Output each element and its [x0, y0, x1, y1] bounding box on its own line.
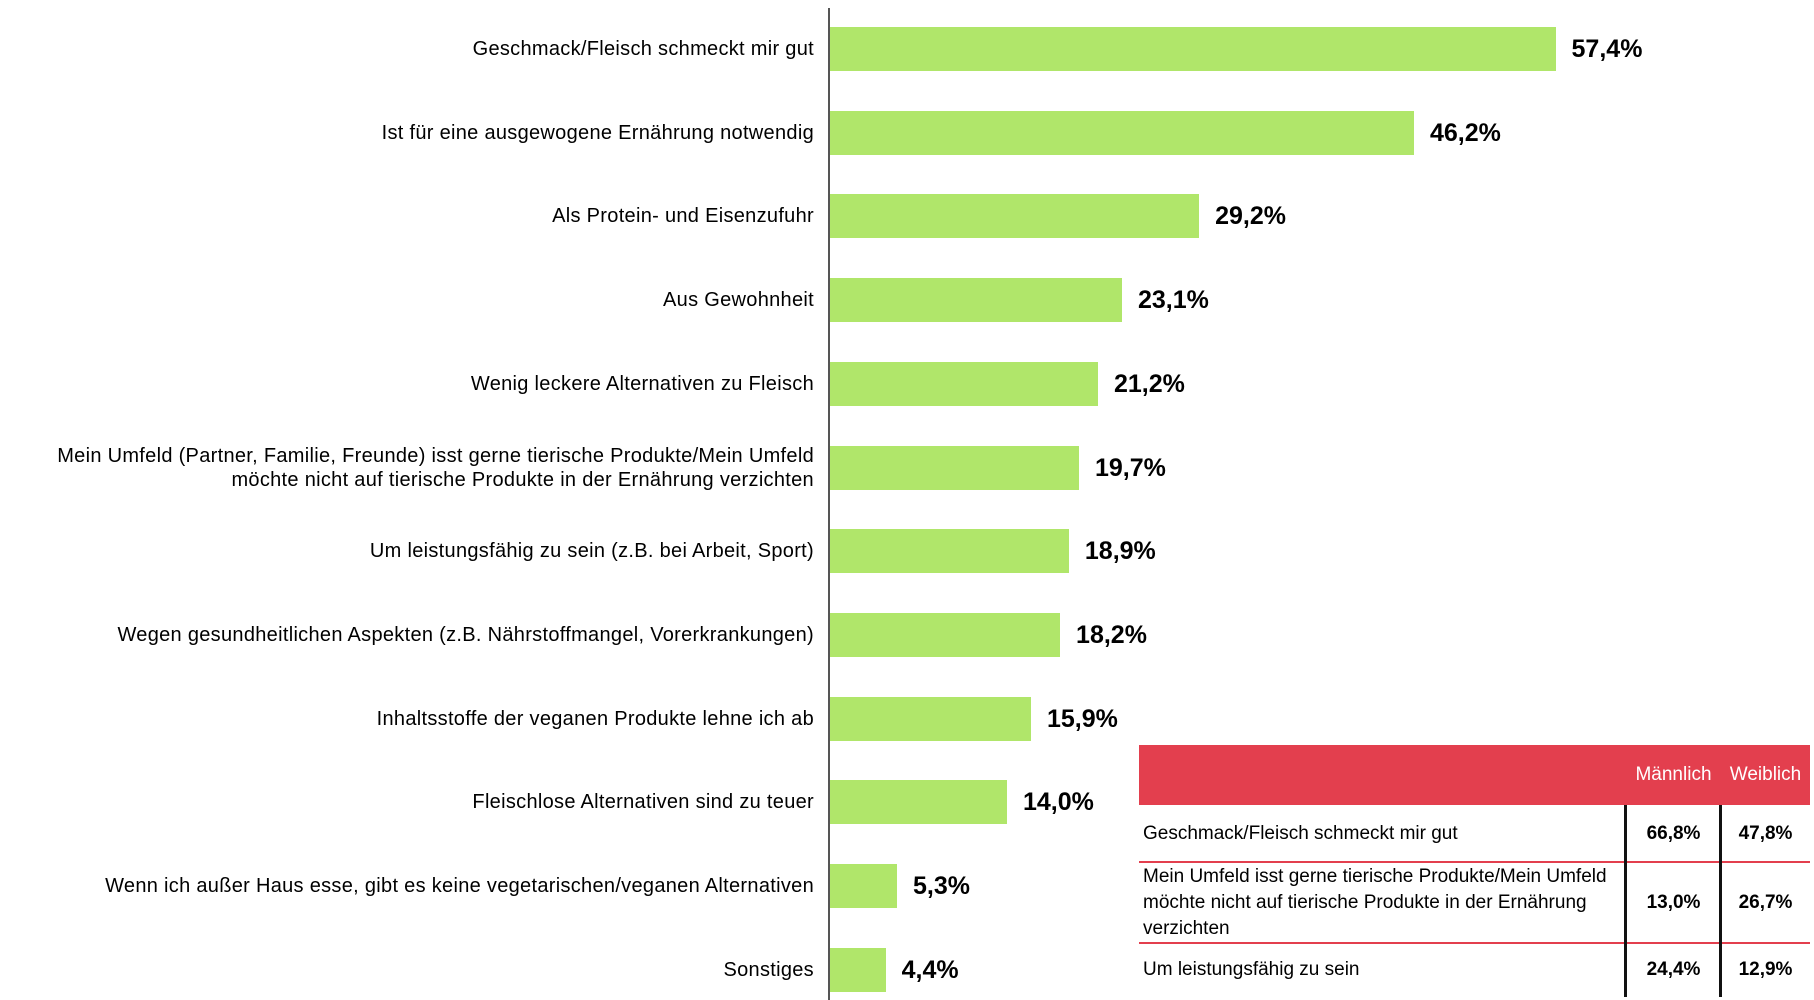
row-divider	[1139, 942, 1810, 944]
value-label: 19,7%	[1095, 453, 1166, 482]
row-label: Mein Umfeld isst gerne tierische Produkt…	[1143, 865, 1607, 939]
bar	[830, 110, 1414, 155]
cell-value: 24,4%	[1646, 959, 1701, 980]
cell-value: 12,9%	[1738, 959, 1793, 980]
category-label: Ist für eine ausgewogene Ernährung notwe…	[381, 121, 814, 144]
category-label: Wenn ich außer Haus esse, gibt es keine …	[105, 875, 814, 897]
value-label: 5,3%	[912, 872, 970, 900]
category-label: Wenig leckere Alternativen zu Fleisch	[470, 372, 814, 395]
category-label: Sonstiges	[723, 958, 814, 981]
column-header: Männlich	[1635, 764, 1712, 785]
bar	[830, 278, 1122, 323]
value-label: 15,9%	[1046, 704, 1118, 733]
bar	[830, 445, 1079, 490]
category-label: Geschmack/Fleisch schmeckt mir gut	[472, 38, 814, 60]
category-label: Mein Umfeld (Partner, Familie, Freunde) …	[57, 444, 814, 491]
axis-line	[828, 8, 830, 1000]
category-label: Aus Gewohnheit	[663, 289, 814, 312]
column-header: Weiblich	[1729, 764, 1802, 785]
column-divider	[1624, 805, 1627, 997]
value-label: 46,2%	[1429, 118, 1501, 147]
bar	[830, 780, 1007, 825]
value-label: 29,2%	[1215, 202, 1286, 231]
category-label: Um leistungsfähig zu sein (z.B. bei Arbe…	[369, 540, 814, 563]
value-label: 57,4%	[1571, 35, 1643, 63]
bar	[830, 27, 1556, 71]
table-header	[1139, 745, 1810, 805]
cell-value: 47,8%	[1738, 822, 1793, 844]
cell-value: 66,8%	[1646, 822, 1701, 844]
value-label: 4,4%	[901, 955, 959, 984]
category-label: Wegen gesundheitlichen Aspekten (z.B. Nä…	[117, 623, 814, 646]
bar	[830, 864, 897, 908]
value-label: 18,2%	[1076, 620, 1147, 649]
value-label: 21,2%	[1113, 369, 1185, 398]
column-divider	[1719, 805, 1722, 997]
category-label: Als Protein- und Eisenzufuhr	[552, 205, 814, 228]
category-label: Inhaltsstoffe der veganen Produkte lehne…	[376, 707, 814, 730]
bar	[830, 947, 886, 992]
bar	[830, 696, 1031, 741]
bar	[830, 194, 1200, 239]
value-label: 23,1%	[1137, 286, 1209, 315]
bar	[830, 529, 1069, 574]
cell-value: 13,0%	[1646, 891, 1701, 913]
cell-value: 26,7%	[1738, 891, 1793, 913]
bar	[830, 612, 1061, 657]
row-label: Geschmack/Fleisch schmeckt mir gut	[1143, 822, 1458, 844]
value-label: 18,9%	[1084, 537, 1156, 566]
bar	[830, 361, 1098, 406]
row-label: Um leistungsfähig zu sein	[1143, 959, 1360, 980]
row-divider	[1139, 861, 1810, 863]
value-label: 14,0%	[1022, 788, 1094, 817]
category-label: Fleischlose Alternativen sind zu teuer	[472, 791, 814, 814]
